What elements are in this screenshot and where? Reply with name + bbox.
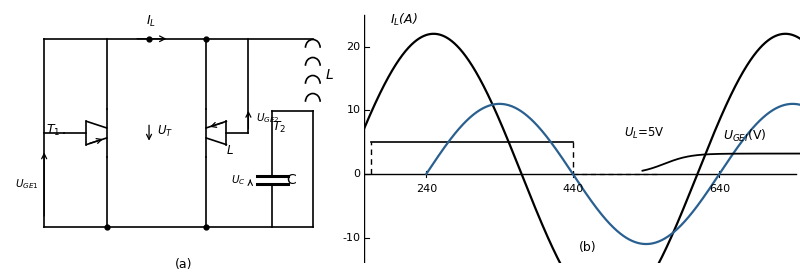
Text: $I_L$(A): $I_L$(A) <box>390 12 418 28</box>
Text: $U_{T}$: $U_{T}$ <box>157 124 174 139</box>
Text: $U_{GEI}$(V): $U_{GEI}$(V) <box>723 127 766 144</box>
Text: $U_C$: $U_C$ <box>231 173 246 187</box>
Text: T$_2$: T$_2$ <box>273 120 287 135</box>
Text: (a): (a) <box>175 258 193 271</box>
Text: -10: -10 <box>342 233 360 243</box>
Text: $I_L$: $I_L$ <box>146 14 156 29</box>
Text: L: L <box>226 145 234 157</box>
Text: 0: 0 <box>354 169 360 179</box>
Text: C: C <box>286 173 296 187</box>
Text: $U_{GE1}$: $U_{GE1}$ <box>15 177 38 191</box>
Text: 440: 440 <box>562 183 583 194</box>
Text: 640: 640 <box>709 183 730 194</box>
Text: $U_{GE2}$: $U_{GE2}$ <box>256 111 279 125</box>
Text: T$_1$: T$_1$ <box>46 123 61 138</box>
Text: $U_L$=5V: $U_L$=5V <box>624 126 665 141</box>
Text: 10: 10 <box>346 105 360 115</box>
Text: 20: 20 <box>346 42 360 52</box>
Text: (b): (b) <box>578 241 596 254</box>
Text: L: L <box>326 68 334 82</box>
Text: 240: 240 <box>416 183 437 194</box>
